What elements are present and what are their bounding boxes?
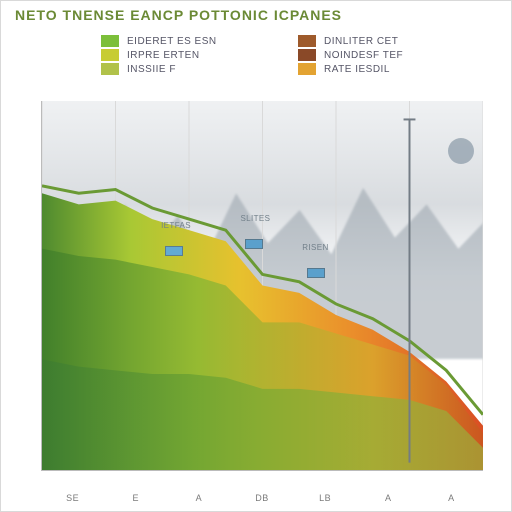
x-tick: A	[420, 493, 483, 503]
x-axis-ticks: SEEADBLBAA	[41, 493, 483, 503]
legend: EIDERET ES ESN DINLITER CET IRPRE ERTEN NOI…	[91, 29, 481, 81]
legend-swatch	[101, 63, 119, 75]
chart-container: NETO TNENSE EANCP POTTONIC ICPANES EIDER…	[0, 0, 512, 512]
legend-label: INSSIIE F	[127, 64, 176, 75]
legend-swatch	[101, 49, 119, 61]
x-tick: A	[167, 493, 230, 503]
legend-label: RATE IESDIL	[324, 64, 390, 75]
x-tick: DB	[230, 493, 293, 503]
legend-label: IRPRE ERTEN	[127, 50, 200, 61]
legend-swatch	[298, 35, 316, 47]
legend-swatch	[101, 35, 119, 47]
legend-swatch	[298, 49, 316, 61]
legend-swatch	[298, 63, 316, 75]
x-tick: SE	[41, 493, 104, 503]
x-tick: A	[357, 493, 420, 503]
legend-item-4: INSSIIE F	[101, 63, 274, 75]
annotation-1: SLITES	[240, 214, 270, 223]
badge-icon	[448, 138, 474, 164]
legend-item-0: EIDERET ES ESN	[101, 35, 274, 47]
x-tick: E	[104, 493, 167, 503]
annotation-2: RISEN	[302, 243, 328, 252]
marker-2	[307, 268, 325, 278]
marker-0	[165, 246, 183, 256]
area-chart-svg	[42, 101, 483, 470]
legend-item-2: IRPRE ERTEN	[101, 49, 274, 61]
legend-item-1: DINLITER CET	[298, 35, 471, 47]
x-tick: LB	[294, 493, 357, 503]
chart-title: NETO TNENSE EANCP POTTONIC ICPANES	[15, 7, 342, 23]
legend-label: NOINDESF TEF	[324, 50, 403, 61]
marker-1	[245, 239, 263, 249]
annotation-0: IETFAS	[161, 221, 191, 230]
legend-label: EIDERET ES ESN	[127, 36, 217, 47]
legend-item-3: NOINDESF TEF	[298, 49, 471, 61]
legend-item-5: RATE IESDIL	[298, 63, 471, 75]
legend-label: DINLITER CET	[324, 36, 398, 47]
plot-area: IETFAS SLITES RISEN	[41, 101, 483, 471]
